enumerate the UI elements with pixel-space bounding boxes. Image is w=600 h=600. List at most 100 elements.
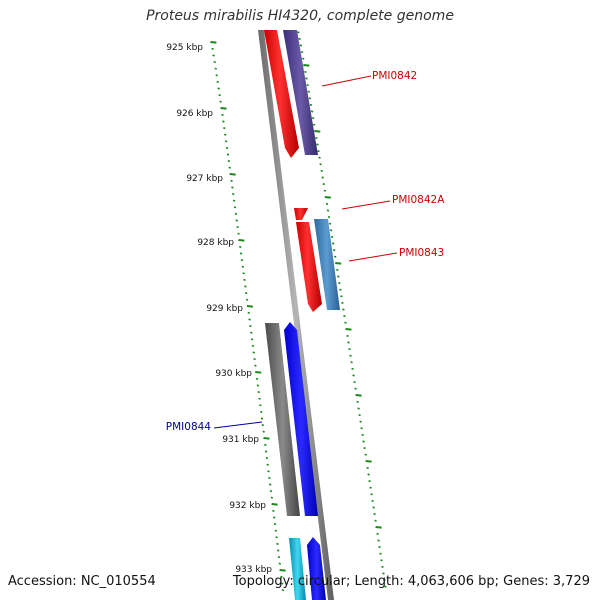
- ruler-minor-tick: [381, 565, 384, 568]
- ruler-minor-tick: [226, 153, 230, 156]
- ruler-major-tick: [210, 41, 217, 44]
- ruler-minor-tick: [380, 559, 383, 562]
- ruler-minor-tick: [332, 249, 336, 252]
- ruler-minor-tick: [301, 57, 305, 60]
- ruler-minor-tick: [253, 358, 256, 361]
- ruler-minor-tick: [310, 110, 314, 113]
- ruler-minor-tick: [259, 404, 262, 407]
- ruler-minor-tick: [274, 529, 278, 532]
- ruler-minor-tick: [264, 450, 268, 453]
- ruler-minor-tick: [245, 298, 249, 301]
- ruler-minor-tick: [328, 222, 332, 225]
- ruler-minor-tick: [223, 133, 227, 136]
- ruler-major-tick: [345, 328, 352, 331]
- ruler-major-tick: [279, 569, 286, 572]
- ruler-minor-tick: [377, 539, 380, 542]
- genome-stats-text: Topology: circular; Length: 4,063,606 bp…: [232, 574, 590, 589]
- gene-bottom-blue: [307, 537, 326, 600]
- ruler-minor-tick: [224, 140, 228, 143]
- ruler-minor-tick: [222, 120, 225, 123]
- ruler-minor-tick: [280, 582, 284, 585]
- ruler-minor-tick: [247, 311, 250, 314]
- ruler-minor-tick: [218, 94, 221, 97]
- ruler-minor-tick: [311, 117, 315, 120]
- genome-backbone: [258, 30, 334, 600]
- ruler-minor-tick: [368, 480, 371, 483]
- ruler-minor-tick: [360, 427, 363, 430]
- ruler-minor-tick: [250, 331, 253, 334]
- ruler-minor-tick: [333, 255, 337, 258]
- ruler-minor-tick: [353, 381, 356, 384]
- ruler-minor-tick: [356, 400, 359, 403]
- gene-label-pmi0844: PMI0844: [166, 421, 212, 433]
- ruler-minor-tick: [242, 272, 245, 275]
- ruler-minor-tick: [249, 325, 252, 328]
- accession-text: Accession: NC_010554: [8, 574, 156, 589]
- ruler-minor-tick: [343, 315, 346, 318]
- ruler-minor-tick: [266, 463, 269, 466]
- ruler-minor-tick: [260, 417, 264, 420]
- ruler-minor-tick: [298, 37, 301, 40]
- kbp-label: 925 kbp: [166, 43, 203, 53]
- ruler-minor-tick: [336, 268, 339, 271]
- ruler-minor-tick: [281, 589, 285, 592]
- ruler-minor-tick: [367, 473, 370, 476]
- ruler-minor-tick: [317, 150, 320, 153]
- kbp-label: 928 kbp: [197, 238, 234, 248]
- ruler-minor-tick: [231, 186, 234, 189]
- ruler-minor-tick: [352, 374, 355, 377]
- ruler-minor-tick: [379, 552, 382, 555]
- ruler-minor-tick: [372, 506, 375, 509]
- ruler-minor-tick: [278, 562, 282, 565]
- ruler-minor-tick: [280, 575, 283, 578]
- ruler-minor-tick: [276, 549, 280, 552]
- leader-line-pmi0844: [213, 421, 263, 429]
- ruler-minor-tick: [327, 216, 331, 219]
- gene-label-pmi0842: PMI0842: [372, 70, 417, 82]
- ruler-minor-tick: [233, 206, 237, 209]
- ruler-minor-tick: [221, 113, 224, 116]
- ruler-minor-tick: [348, 348, 351, 351]
- ruler-minor-tick: [340, 295, 343, 298]
- ruler-major-tick: [303, 64, 310, 67]
- ruler-inner-ticks: [210, 41, 286, 592]
- ruler-minor-tick: [300, 51, 304, 54]
- ruler-minor-tick: [267, 470, 270, 473]
- ruler-minor-tick: [378, 546, 381, 549]
- ruler-minor-tick: [211, 47, 214, 50]
- ruler-minor-tick: [307, 90, 311, 93]
- gene-pmi0844-blue: [284, 322, 318, 516]
- ruler-minor-tick: [259, 410, 263, 413]
- ruler-minor-tick: [350, 361, 353, 364]
- ruler-minor-tick: [354, 387, 357, 390]
- ruler-minor-tick: [363, 447, 366, 450]
- gene-label-pmi0843: PMI0843: [399, 247, 444, 259]
- ruler-major-tick: [375, 526, 382, 529]
- ruler-minor-tick: [219, 100, 222, 103]
- ruler-minor-tick: [232, 193, 235, 196]
- ruler-minor-tick: [276, 542, 279, 545]
- ruler-major-tick: [355, 394, 362, 397]
- gene-pmi0843-steel: [314, 219, 340, 310]
- ruler-minor-tick: [351, 367, 354, 370]
- ruler-minor-tick: [275, 536, 278, 539]
- ruler-minor-tick: [237, 232, 240, 235]
- leader-line-pmi0842: [321, 75, 372, 87]
- ruler-minor-tick: [320, 169, 323, 172]
- ruler-major-tick: [229, 173, 236, 176]
- ruler-minor-tick: [230, 179, 233, 182]
- ruler-minor-tick: [364, 453, 367, 456]
- ruler-minor-tick: [312, 123, 316, 126]
- ruler-major-tick: [255, 371, 262, 374]
- ruler-minor-tick: [321, 176, 324, 179]
- ruler-minor-tick: [258, 397, 261, 400]
- ruler-minor-tick: [337, 275, 340, 278]
- ruler-minor-tick: [316, 143, 319, 146]
- ruler-minor-tick: [268, 483, 272, 486]
- ruler-minor-tick: [344, 321, 347, 324]
- ruler-minor-tick: [318, 156, 321, 159]
- ruler-minor-tick: [369, 486, 372, 489]
- gene-bottom-cyan: [289, 538, 306, 600]
- ruler-minor-tick: [244, 285, 247, 288]
- kbp-label: 930 kbp: [215, 369, 252, 379]
